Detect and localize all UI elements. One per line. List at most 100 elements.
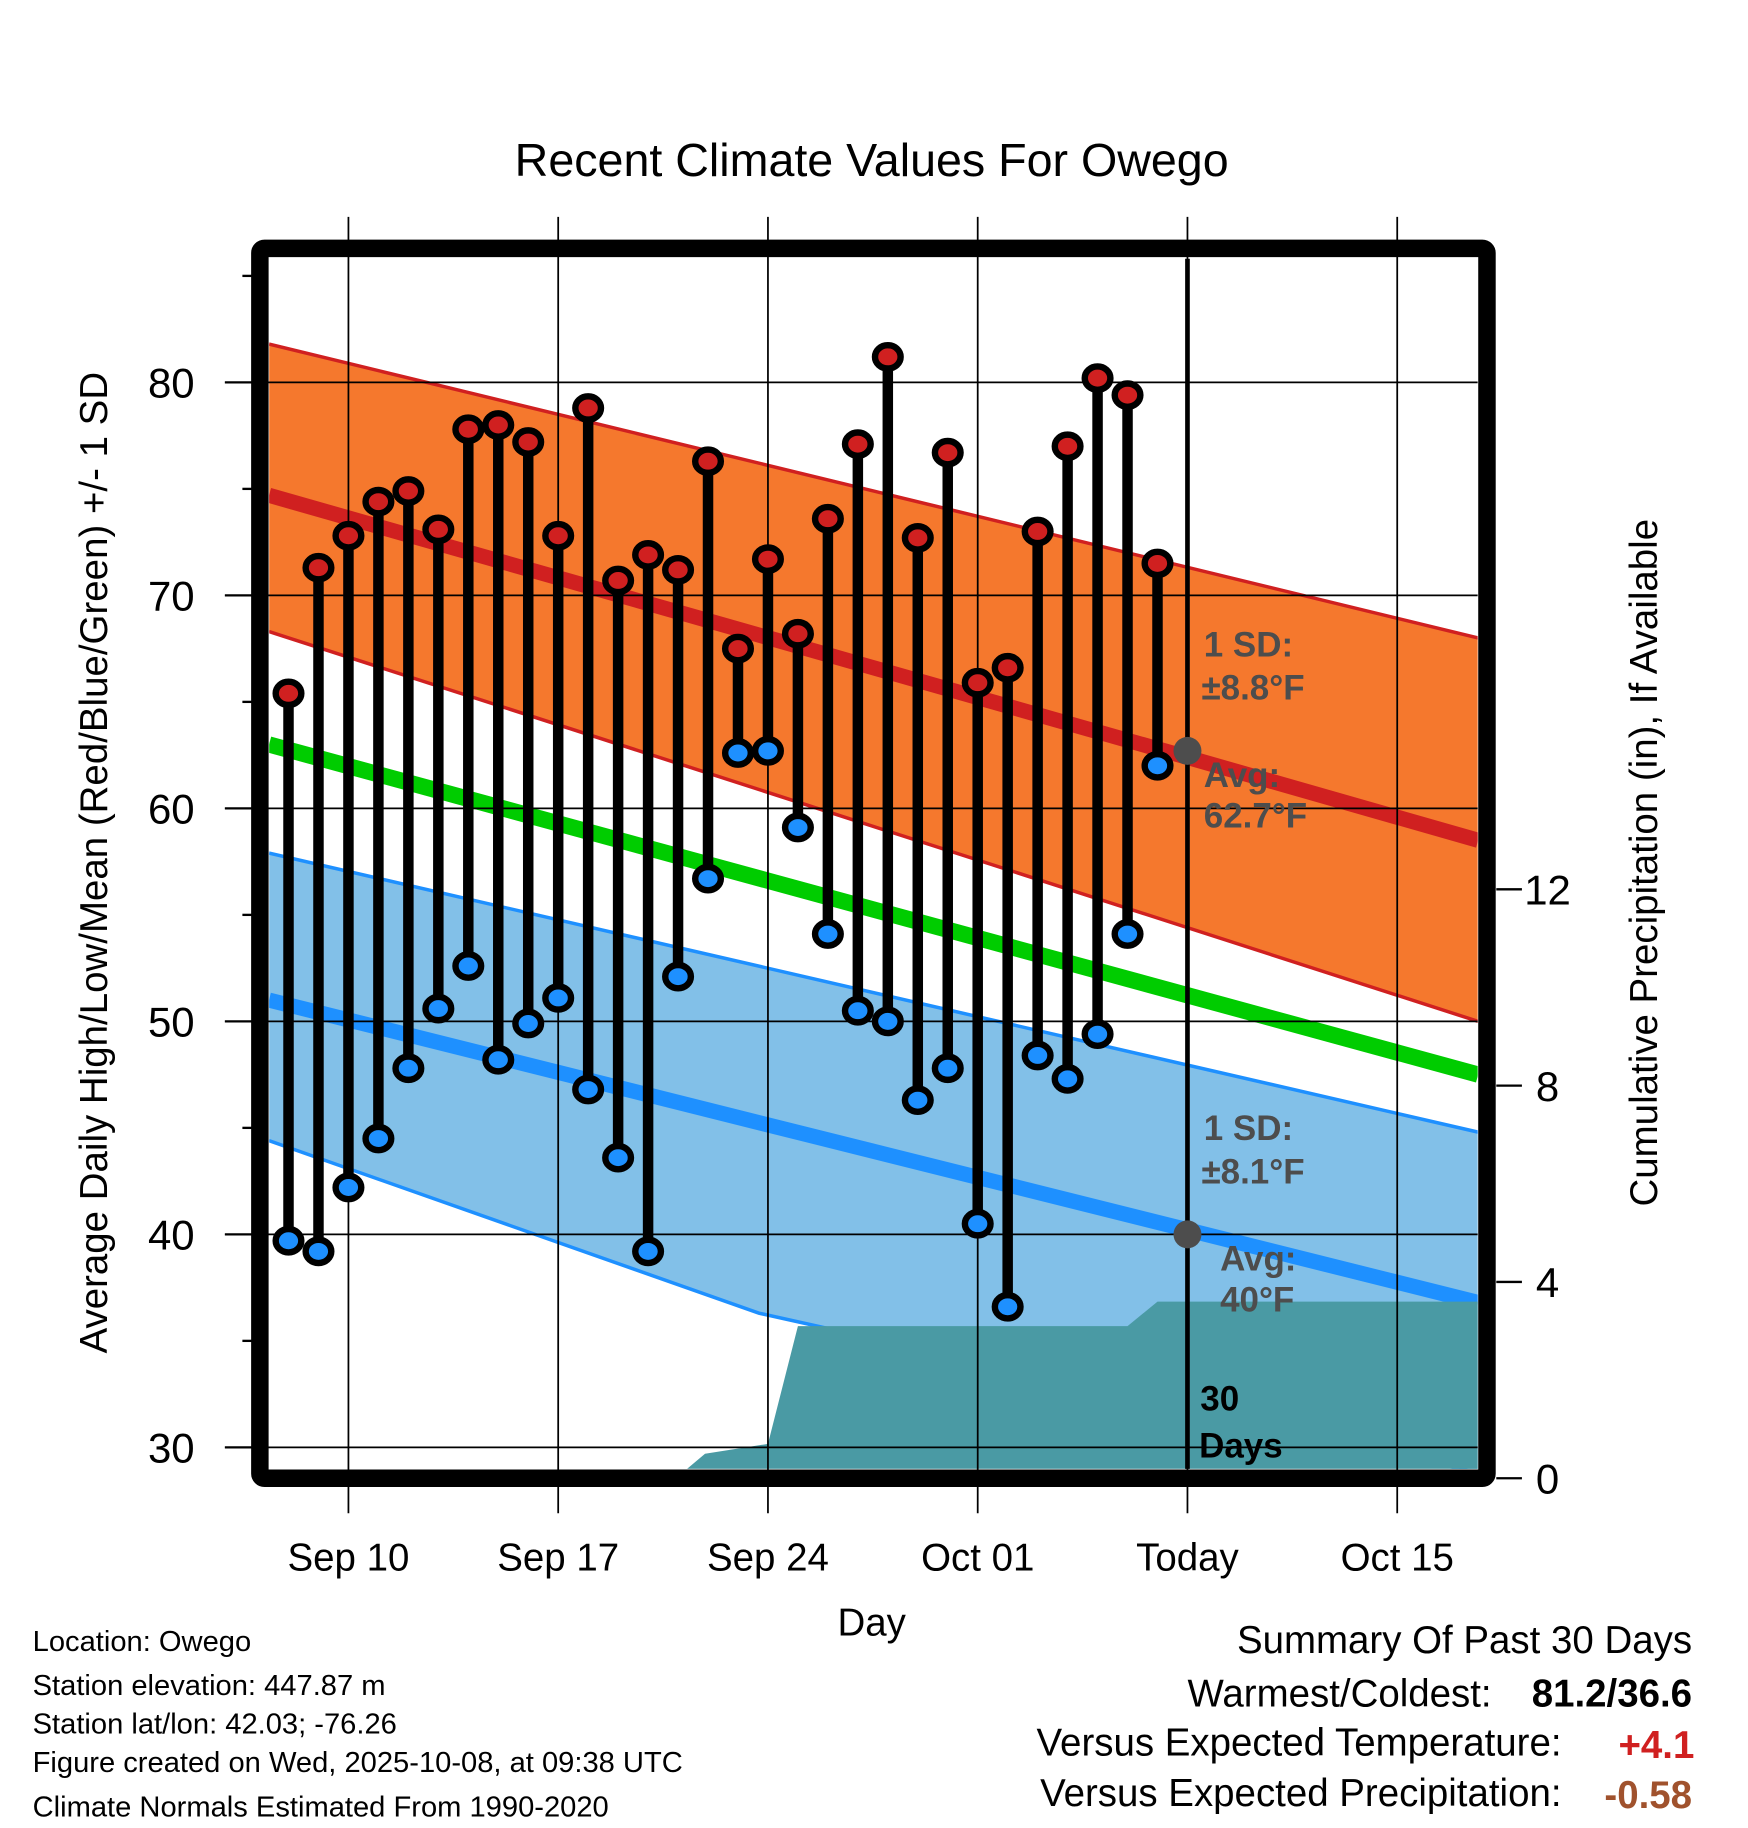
low-normal-annotation: 1 SD: ±8.1°F Avg: 40°F [1201,1109,1304,1319]
low-point [751,736,784,766]
high-point [1081,363,1114,393]
high-point [302,552,335,583]
low-point [1021,1040,1054,1071]
high-point [1111,380,1144,411]
low-point [991,1291,1024,1322]
high-normal-annotation: 1 SD: ±8.8°F Avg: 62.7°F [1201,625,1307,835]
x-axis-label: Day [837,1602,906,1645]
high-point [871,341,904,372]
y-tick-label: 50 [148,999,195,1046]
low-point [332,1172,365,1203]
precip-area [269,1301,1478,1469]
chart-title: Recent Climate Values For Owego [515,134,1229,186]
low-point [662,961,695,992]
low-point [392,1053,425,1084]
low-point [542,983,575,1013]
low-point [482,1044,515,1075]
high-point [841,429,874,460]
info-elevation: Station elevation: 447.87 m [33,1670,386,1702]
x-tick-label: Sep 17 [497,1536,619,1579]
low-point [422,993,455,1024]
y-right-tick-label: 4 [1536,1259,1559,1306]
info-created: Figure created on Wed, 2025-10-08, at 09… [33,1747,683,1779]
high-normal-band [269,344,1478,1022]
high-normal-upper-sd-line [269,342,1478,640]
low-point [691,863,725,894]
high-point [422,514,455,545]
low-point [901,1085,934,1116]
low-point [512,1008,545,1039]
high-point [362,486,395,517]
low-point [871,1006,904,1037]
plot-frame [251,239,1496,1487]
summary-precip-label: Versus Expected Precipitation: [1040,1772,1561,1815]
high-point [272,678,305,709]
high-point [991,652,1024,683]
y-right-tick-label: 0 [1536,1455,1559,1502]
high-avg-value: 62.7°F [1204,797,1307,836]
low-point [1081,1019,1114,1050]
y-tick-label: 60 [148,786,195,833]
y-axis-right-label: Cumulative Precipitation (in), If Availa… [1623,519,1666,1207]
station-info: Location: Owego Station elevation: 447.8… [33,1626,683,1824]
high-point [961,667,994,698]
high-sd-label: 1 SD: [1204,625,1293,664]
low-point [632,1236,665,1267]
summary-warmest-value: 81.2/36.6 [1532,1673,1692,1716]
summary-title: Summary Of Past 30 Days [1237,1619,1692,1662]
summary-temp-value: +4.1 [1618,1724,1694,1767]
low-point [272,1225,305,1256]
y-tick-label: 80 [148,360,195,407]
x-tick-label: Oct 01 [921,1536,1034,1579]
days-count-label: 30 [1200,1380,1239,1419]
high-point [811,503,844,534]
low-point [961,1208,994,1239]
low-avg-value: 40°F [1220,1281,1294,1320]
low-point [841,995,874,1026]
high-point [452,414,485,445]
axes: 30 40 50 60 70 80 0 4 8 12 Sep 10 Sep 17 Sep 24 Oct 0… [148,216,1571,1579]
summary-warmest-label: Warmest/Coldest: [1188,1673,1492,1716]
high-point [662,554,695,585]
x-tick-label: Sep 24 [707,1536,829,1579]
high-point [751,544,784,575]
high-point [332,520,365,551]
high-point [781,618,814,649]
x-tick-label: Oct 15 [1341,1536,1454,1579]
low-avg-marker [1173,1220,1202,1249]
high-point [392,476,425,506]
low-sd-label: 1 SD: [1204,1109,1293,1148]
low-point [302,1236,335,1267]
y-right-tick-label: 12 [1524,866,1571,913]
high-point [1051,431,1084,462]
high-point [1021,516,1054,547]
low-point [781,812,814,843]
high-avg-label: Avg: [1204,756,1280,795]
low-sd-value: ±8.1°F [1201,1152,1304,1191]
low-normal-mean-line [269,992,1478,1310]
low-point [931,1053,964,1084]
low-point [1141,750,1174,781]
high-point [482,410,515,440]
high-point [1141,548,1174,579]
low-point [1051,1064,1084,1094]
high-point [512,427,545,457]
low-point [721,738,755,768]
plot-area [269,342,1478,1469]
low-point [811,919,844,949]
low-point [572,1074,605,1105]
summary-temp-label: Versus Expected Temperature: [1037,1722,1562,1765]
low-point [1111,919,1144,949]
high-point [602,565,635,596]
high-sd-value: ±8.8°F [1201,668,1304,707]
high-avg-marker [1173,736,1202,765]
low-point [602,1142,635,1173]
y-tick-label: 40 [148,1212,195,1259]
high-point [632,540,665,570]
y-axis-label: Average Daily High/Low/Mean (Red/Blue/Gr… [73,372,116,1354]
high-point [542,520,575,551]
high-point [691,446,725,477]
info-normals: Climate Normals Estimated From 1990-2020 [33,1791,609,1823]
info-latlon: Station lat/lon: 42.03; -76.26 [33,1709,397,1741]
